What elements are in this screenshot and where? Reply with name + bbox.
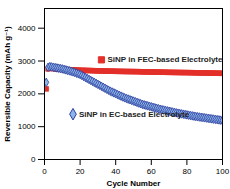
- svg-text:40: 40: [111, 167, 120, 176]
- svg-text:3000: 3000: [18, 57, 36, 66]
- svg-text:60: 60: [147, 167, 156, 176]
- svg-text:20: 20: [76, 167, 85, 176]
- svg-text:SiNP in FEC-based Electrolyte: SiNP in FEC-based Electrolyte: [107, 55, 223, 64]
- svg-text:0: 0: [31, 155, 36, 164]
- svg-text:100: 100: [216, 167, 230, 176]
- svg-text:80: 80: [182, 167, 191, 176]
- svg-text:1000: 1000: [18, 122, 36, 131]
- svg-text:4000: 4000: [18, 24, 36, 33]
- svg-text:Reversible Capacity (mAh g⁻¹): Reversible Capacity (mAh g⁻¹): [3, 26, 12, 142]
- svg-text:2000: 2000: [18, 89, 36, 98]
- svg-text:0: 0: [42, 167, 47, 176]
- svg-text:Cycle Number: Cycle Number: [107, 179, 161, 188]
- svg-text:SiNP in EC-based Electrolyte: SiNP in EC-based Electrolyte: [79, 110, 190, 119]
